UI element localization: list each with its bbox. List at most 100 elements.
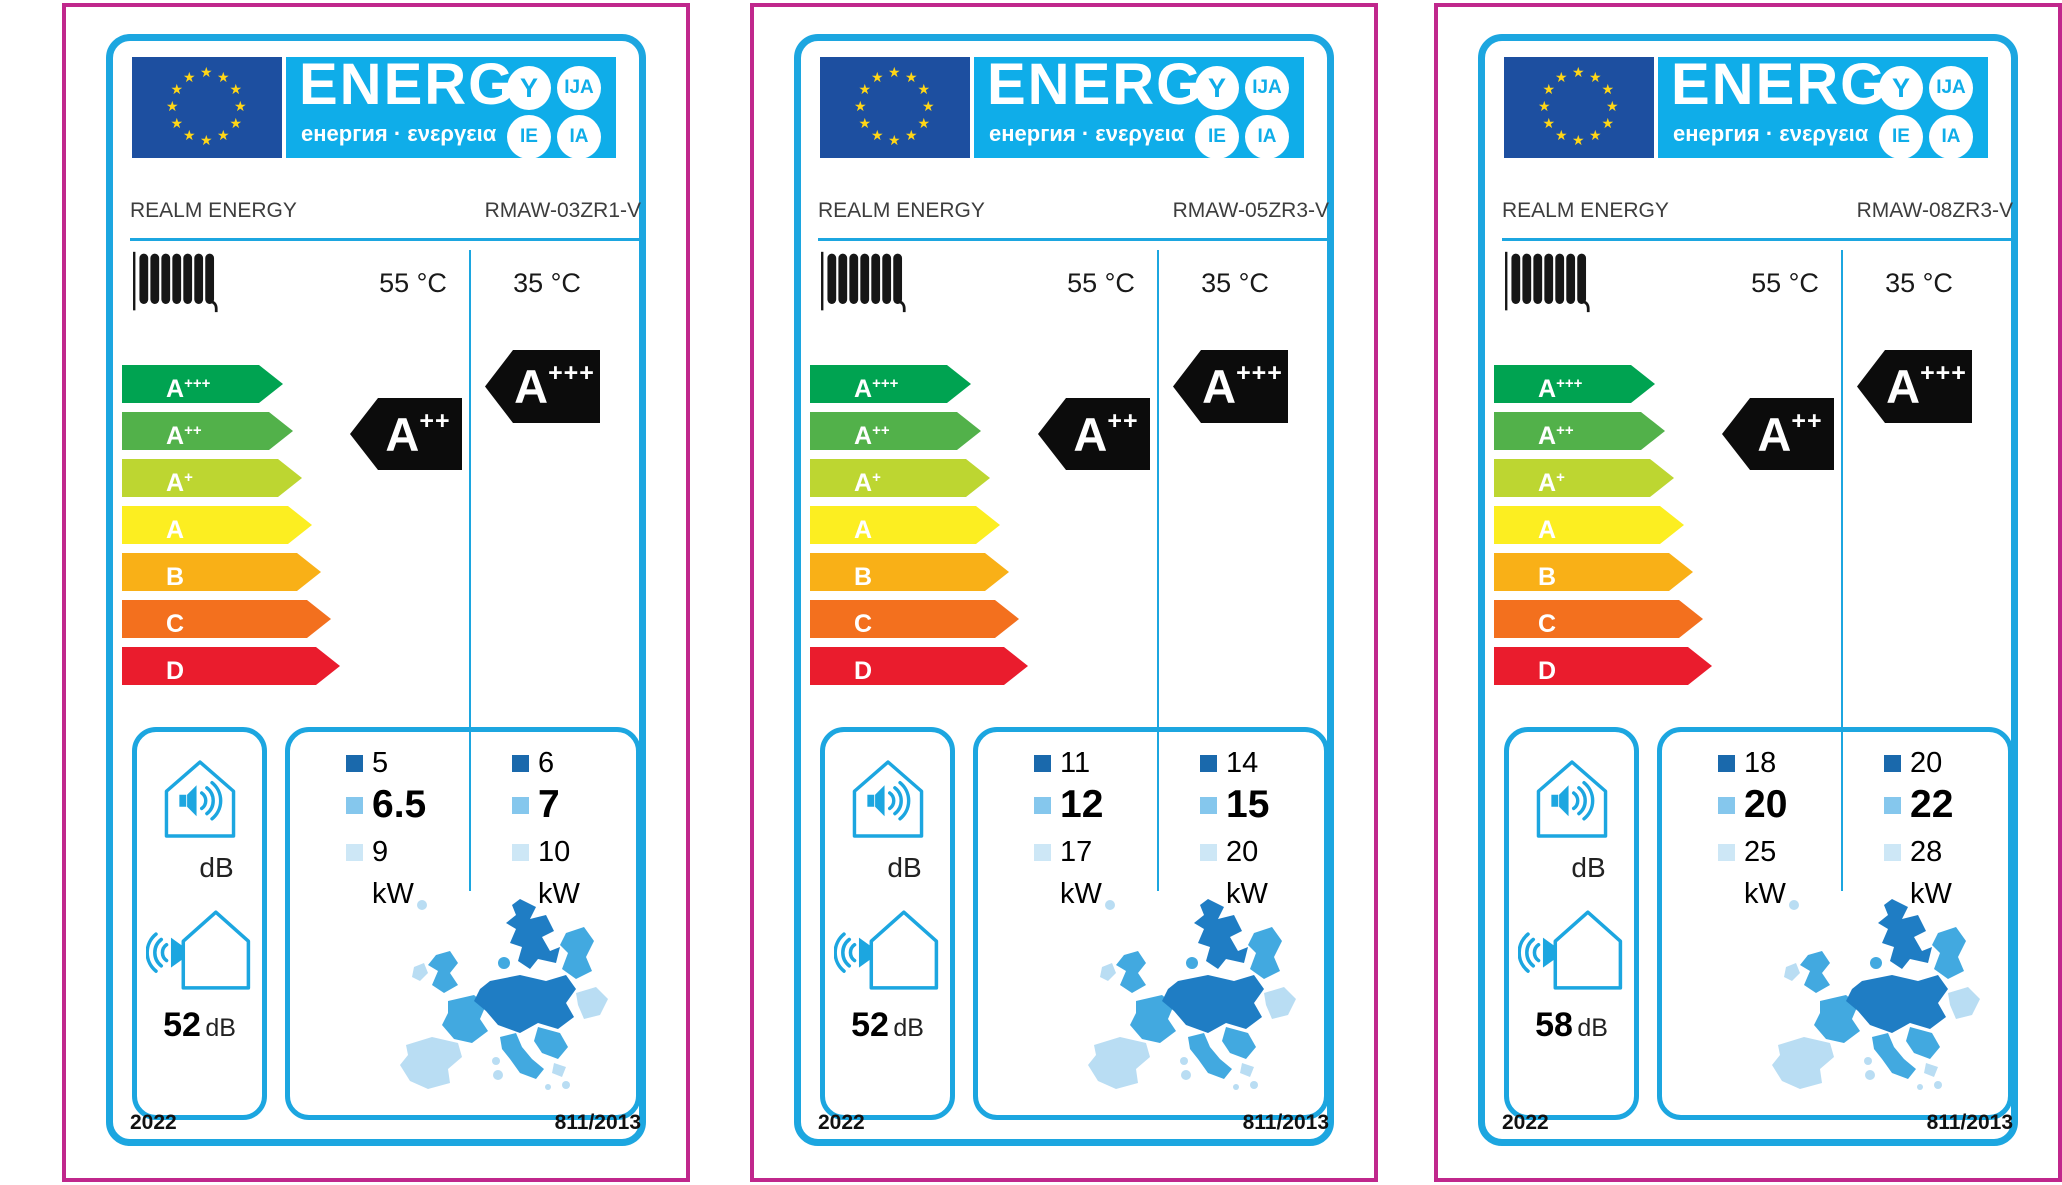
header-underline — [1502, 238, 2013, 241]
model-identifier: RMAW-05ZR3-V — [1172, 199, 1329, 222]
europe-map — [1772, 899, 1980, 1090]
eu-star: ★ — [1555, 127, 1568, 144]
climate-average-square — [512, 796, 529, 814]
suffix-circle-ie: IE — [1195, 115, 1239, 159]
rating-arrow-35c: A +++ — [1857, 350, 1972, 423]
climate-average-square — [1718, 796, 1735, 814]
energy-label: ★ ★ ★ ★ ★ ★ ★ ★ ★ ★ ★ ★ ENERG енергия · ενεργεια Y … — [1434, 3, 2062, 1182]
radiator-icon — [133, 251, 218, 313]
eu-star: ★ — [183, 68, 196, 85]
outdoor-sound-icon — [833, 910, 938, 990]
outdoor-sound-unit: dB — [205, 1014, 236, 1042]
eu-star: ★ — [1538, 98, 1551, 114]
climate-colder-square — [1884, 754, 1901, 772]
eu-star: ★ — [166, 98, 179, 114]
class-arrow-C: C — [810, 600, 1019, 638]
radiator-icon — [821, 251, 906, 313]
output-row-average: 20 — [1718, 780, 1838, 830]
climate-colder-square — [1200, 754, 1217, 772]
climate-warmer-square — [1034, 843, 1051, 861]
label-year: 2022 — [130, 1111, 177, 1134]
eu-star: ★ — [200, 64, 213, 80]
outdoor-sound-level: 58 dB — [1535, 1006, 1608, 1045]
output-column-35c: 20 22 28 kW — [1884, 746, 2004, 911]
energy-label: ★ ★ ★ ★ ★ ★ ★ ★ ★ ★ ★ ★ ENERG енергия · ενεργεια Y … — [750, 3, 1378, 1182]
energ-logo-text: ENERG — [1671, 52, 1888, 117]
class-arrow-A++: A++ — [810, 412, 981, 450]
eu-star: ★ — [1555, 68, 1568, 85]
output-average-value: 20 — [1744, 783, 1788, 826]
outdoor-sound-icon — [145, 910, 250, 990]
output-warmer-value: 17 — [1060, 835, 1093, 868]
output-row-warmer: 20 — [1200, 834, 1320, 870]
rating-sup: +++ — [1920, 359, 1967, 387]
model-identifier: RMAW-08ZR3-V — [1856, 199, 2013, 222]
eu-star: ★ — [200, 132, 213, 148]
temp-55c: 55 °C — [379, 268, 447, 298]
class-arrow-D: D — [810, 647, 1028, 685]
eu-star: ★ — [217, 68, 230, 85]
rated-output-box: 18 20 25 kW 20 22 — [1657, 727, 2013, 1120]
supplier-model-row: REALM ENERGY RMAW-03ZR1-V — [130, 199, 641, 223]
rating-sup: ++ — [1791, 406, 1823, 435]
class-arrow-B: B — [810, 553, 1009, 591]
energ-logo-subtitle: енергия · ενεργεια — [989, 121, 1185, 146]
temp-35c: 35 °C — [1201, 268, 1269, 298]
output-average-value: 6.5 — [372, 783, 427, 826]
suffix-circle-ie: IE — [507, 115, 551, 159]
output-row-average: 12 — [1034, 780, 1154, 830]
energ-logo-subtitle: енергия · ενεργεια — [301, 121, 497, 146]
rating-letter: A — [514, 360, 549, 413]
eu-star: ★ — [1601, 81, 1614, 97]
class-arrow-D: D — [122, 647, 340, 685]
eu-star: ★ — [1589, 68, 1602, 85]
output-warmer-value: 10 — [538, 835, 571, 868]
output-warmer-value: 9 — [372, 835, 389, 868]
eu-star: ★ — [183, 127, 196, 144]
climate-warmer-square — [1718, 843, 1735, 861]
eu-flag: ★ ★ ★ ★ ★ ★ ★ ★ ★ ★ ★ ★ — [132, 57, 282, 158]
rating-sup: +++ — [1236, 359, 1283, 387]
efficiency-class-scale: A+++ A++ A+ A B C D — [122, 365, 340, 694]
output-colder-value: 5 — [372, 746, 389, 779]
output-row-colder: 20 — [1884, 746, 2004, 780]
eu-star: ★ — [229, 115, 242, 131]
eu-star: ★ — [888, 132, 901, 148]
rated-output-box: 11 12 17 kW 14 15 — [973, 727, 1329, 1120]
output-row-warmer: 25 — [1718, 834, 1838, 870]
climate-colder-square — [1034, 754, 1051, 772]
language-suffix-circles: Y IJA IE IA — [507, 66, 601, 159]
eu-star: ★ — [854, 98, 867, 114]
sound-power-box: dB 58 dB — [1504, 727, 1639, 1120]
rating-letter: A — [1073, 407, 1108, 461]
eu-star: ★ — [1542, 81, 1556, 97]
output-colder-value: 18 — [1744, 746, 1777, 779]
climate-warmer-square — [1200, 843, 1217, 861]
suffix-circle-ia: IA — [557, 115, 601, 159]
output-column-55c: 18 20 25 kW — [1718, 746, 1838, 911]
rating-sup: ++ — [419, 406, 451, 435]
supplier-model-row: REALM ENERGY RMAW-05ZR3-V — [818, 199, 1329, 223]
output-row-average: 7 — [512, 780, 632, 830]
output-unit: kW — [1226, 878, 1268, 910]
supplier-name: REALM ENERGY — [130, 199, 297, 222]
class-arrow-A+++: A+++ — [1494, 365, 1655, 403]
output-column-55c: 11 12 17 kW — [1034, 746, 1154, 911]
label-frame — [794, 34, 1334, 1146]
rating-sup: +++ — [548, 359, 595, 387]
output-row-colder: 18 — [1718, 746, 1838, 780]
radiator-icon — [1505, 251, 1590, 313]
output-warmer-value: 20 — [1226, 835, 1259, 868]
efficiency-class-scale: A+++ A++ A+ A B C D — [1494, 365, 1712, 694]
eu-flag: ★ ★ ★ ★ ★ ★ ★ ★ ★ ★ ★ ★ — [820, 57, 970, 158]
output-row-warmer: 10 — [512, 834, 632, 870]
output-row-colder: 6 — [512, 746, 632, 780]
outdoor-sound-icon — [1517, 910, 1622, 990]
output-row-colder: 5 — [346, 746, 466, 780]
output-unit: kW — [1744, 878, 1786, 910]
regulation-number: 811/2013 — [1242, 1111, 1329, 1134]
eu-star: ★ — [1601, 115, 1614, 131]
label-frame — [106, 34, 646, 1146]
sound-power-box: dB 52 dB — [820, 727, 955, 1120]
energ-logo: ENERG енергия · ενεργεια Y IJA IE IA — [1658, 53, 1988, 159]
